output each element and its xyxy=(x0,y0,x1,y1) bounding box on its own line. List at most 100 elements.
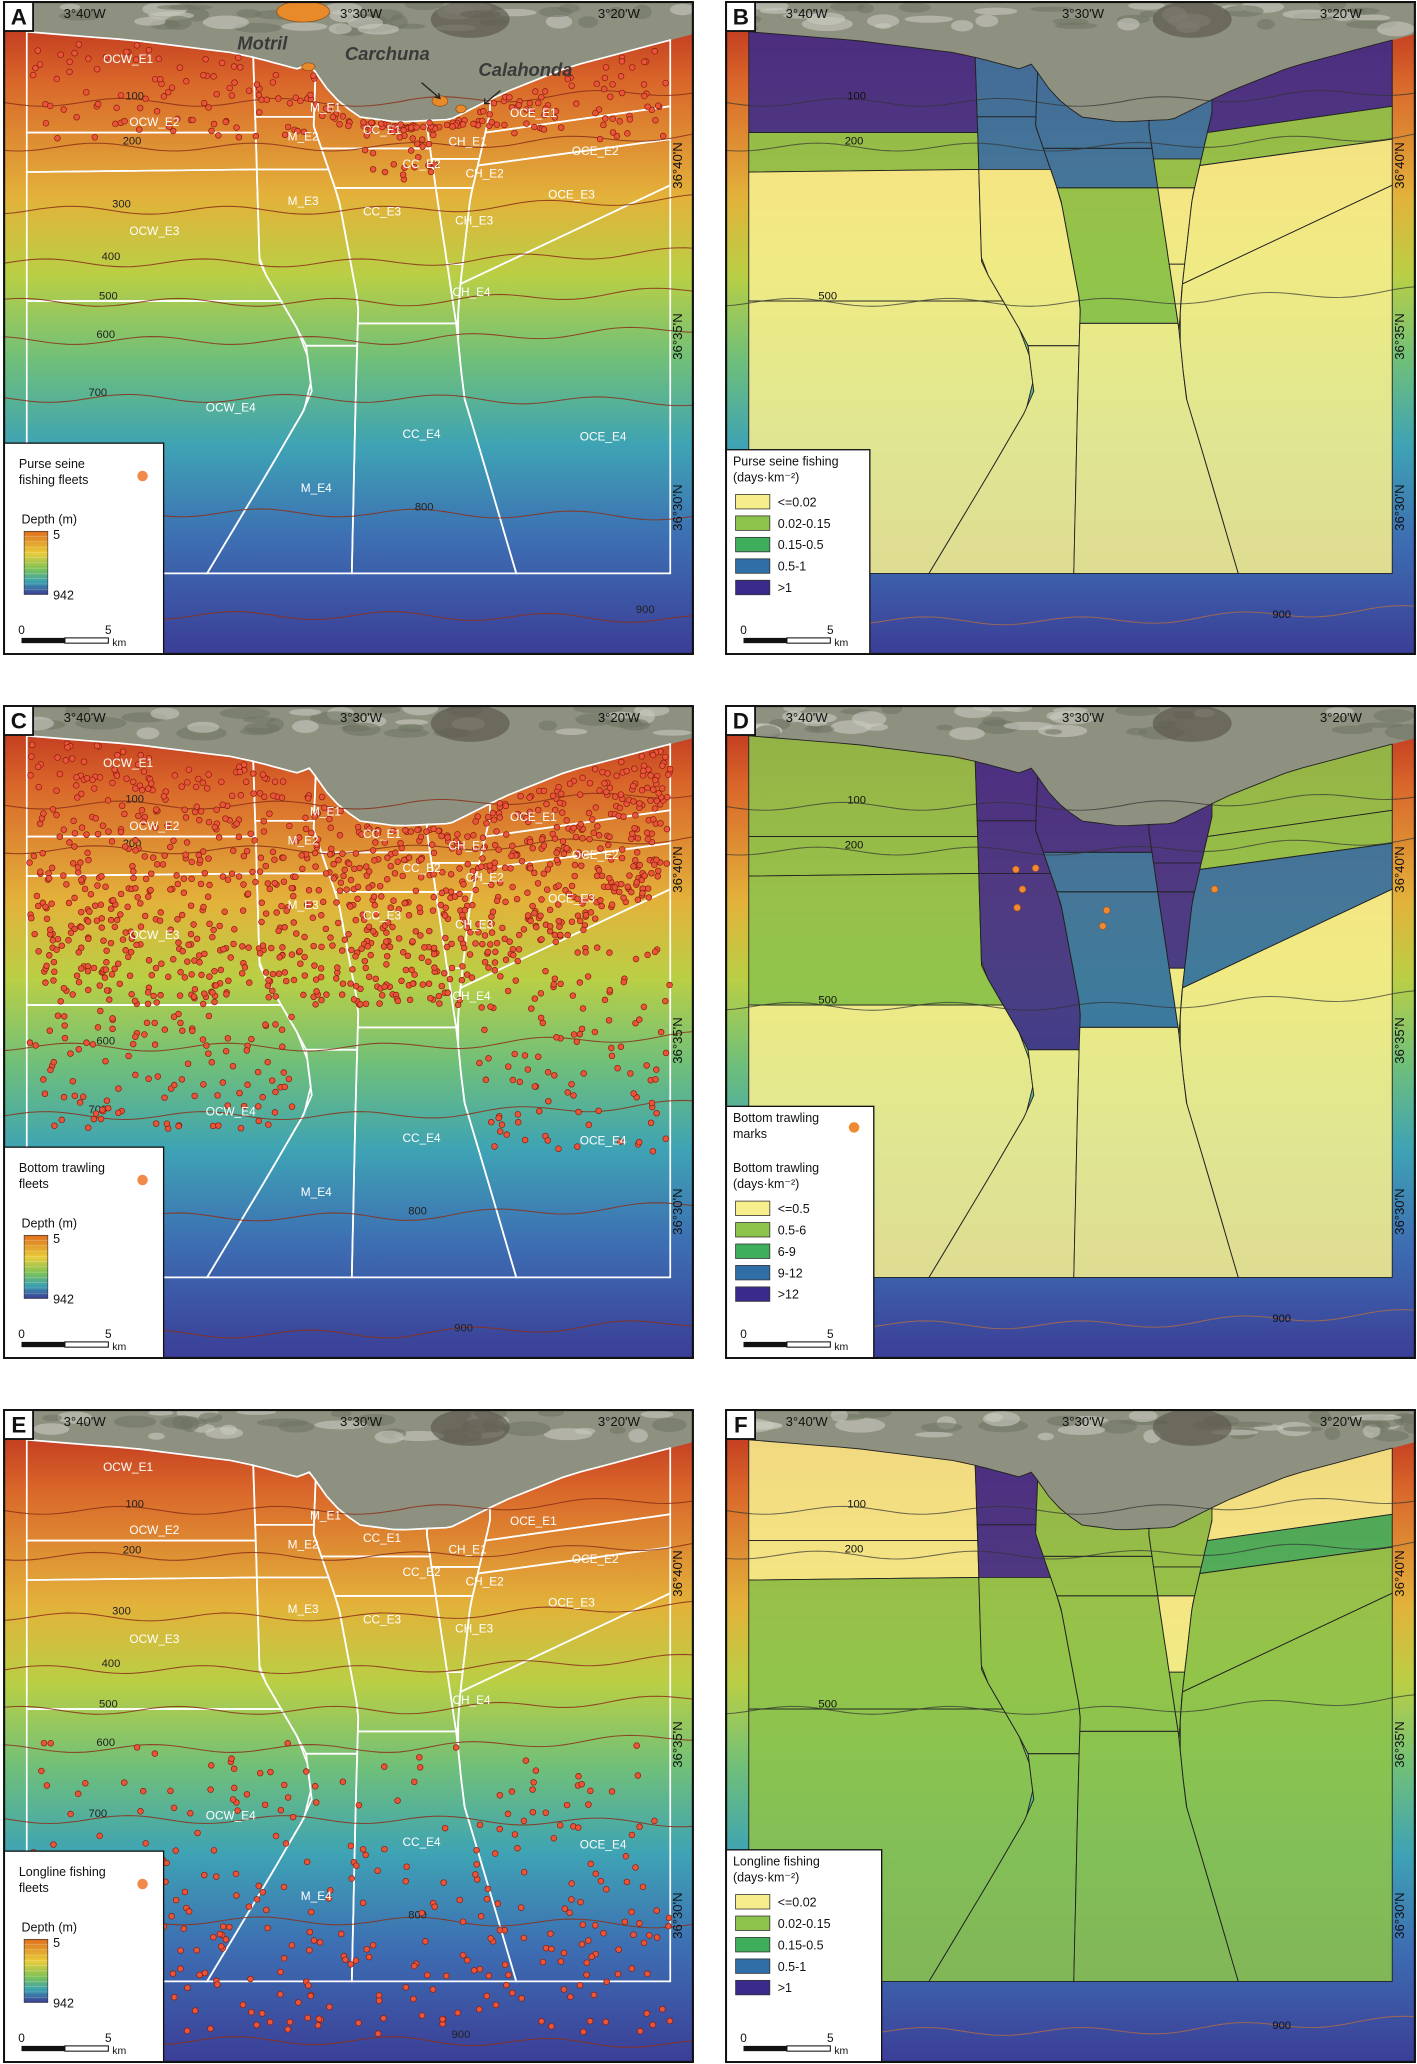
fleet-position xyxy=(409,135,416,142)
fleet-position xyxy=(602,64,610,71)
fleet-position xyxy=(353,1862,360,1869)
fleet-position xyxy=(480,845,487,852)
contour-line xyxy=(3,1653,694,1675)
zone-fill xyxy=(1206,743,1393,838)
fleet-position xyxy=(657,820,664,827)
fleet-position xyxy=(535,99,542,107)
fleet-position xyxy=(352,1957,360,1964)
fleet-position xyxy=(577,1898,584,1906)
fleet-position xyxy=(489,809,497,817)
fleet-position xyxy=(220,946,227,953)
fleet-position xyxy=(515,931,523,939)
fleet-position xyxy=(437,901,445,909)
fleet-position xyxy=(75,978,83,986)
fleet-position xyxy=(129,862,136,870)
scale-bar-black xyxy=(743,2045,787,2052)
fleet-position xyxy=(288,884,296,892)
fleet-position xyxy=(636,800,643,807)
contour-line xyxy=(725,1497,1416,1515)
fleet-position xyxy=(229,1062,237,1070)
fleet-position xyxy=(588,1953,595,1960)
fleet-position xyxy=(347,980,354,987)
fleet-position xyxy=(239,2001,247,2009)
fleet-position xyxy=(591,1028,599,1036)
fleet-position xyxy=(563,1801,571,1809)
scale-bar-white xyxy=(64,637,109,644)
fleet-position xyxy=(205,771,212,778)
fleet-position xyxy=(242,778,250,786)
fleet-position xyxy=(444,989,451,997)
fleet-position xyxy=(666,2017,674,2025)
fleet-position xyxy=(459,963,466,970)
fleet-position xyxy=(220,1923,227,1930)
legend-title: Longline fishing xyxy=(733,1855,820,1869)
land-texture xyxy=(866,14,900,28)
fleet-position xyxy=(430,849,438,857)
fleet-position xyxy=(526,100,534,107)
fleet-position xyxy=(479,940,486,948)
fleet-position xyxy=(638,753,646,760)
fleet-position xyxy=(583,1959,591,1966)
zone-label: CC_E3 xyxy=(363,1612,402,1626)
contour-label: 200 xyxy=(123,1545,142,1557)
fleet-position xyxy=(378,893,385,900)
fleet-position xyxy=(280,1955,288,1962)
fleet-position xyxy=(283,907,290,914)
legend-title: fishing fleets xyxy=(19,473,88,487)
fleet-position xyxy=(503,831,510,838)
fleet-position xyxy=(177,1947,184,1954)
fleet-position xyxy=(483,820,490,827)
fleet-position xyxy=(390,827,397,835)
latitude-label: 36°30'N xyxy=(670,484,685,530)
land-texture xyxy=(148,1432,165,1440)
fleet-position xyxy=(145,957,153,964)
fleet-position xyxy=(533,923,540,931)
fleet-position xyxy=(90,964,98,972)
fleet-position xyxy=(269,79,277,86)
fleet-position xyxy=(607,93,614,100)
fleet-position xyxy=(215,1122,222,1129)
fleet-position xyxy=(439,2015,446,2023)
fleet-position xyxy=(326,815,333,823)
contour-line xyxy=(725,837,1416,856)
fleet-position xyxy=(262,862,269,870)
fleet-position xyxy=(255,1103,262,1110)
fleet-position xyxy=(307,91,314,99)
fleet-position xyxy=(143,1019,151,1027)
fleet-position xyxy=(318,943,325,951)
fleet-position xyxy=(372,839,379,846)
fleet-position xyxy=(230,1765,238,1772)
fleet-position xyxy=(488,118,495,126)
land-texture xyxy=(58,11,102,21)
fleet-position xyxy=(49,806,57,813)
fleet-position xyxy=(50,958,58,966)
fleet-position xyxy=(371,902,379,909)
fleet-position xyxy=(402,1984,410,1991)
scale-label: 0 xyxy=(18,1327,25,1341)
contour-line xyxy=(3,133,694,152)
fleet-position xyxy=(117,92,125,99)
fleet-position xyxy=(296,947,303,955)
fleet-position xyxy=(117,890,125,898)
fleet-position xyxy=(239,943,246,950)
fleet-position xyxy=(435,827,442,835)
fleet-position xyxy=(569,992,577,999)
land-texture xyxy=(1030,6,1073,12)
fleet-position xyxy=(177,968,184,976)
fleet-position xyxy=(180,889,188,897)
fleet-position xyxy=(107,905,115,912)
fleet-position xyxy=(53,787,60,794)
fleet-position xyxy=(486,111,493,118)
fleet-position xyxy=(74,794,81,801)
fleet-position xyxy=(222,118,229,126)
fleet-position xyxy=(395,906,402,913)
fleet-position xyxy=(541,88,549,95)
fleet-position xyxy=(228,92,236,99)
fleet-position xyxy=(348,946,355,954)
fleet-position xyxy=(515,946,523,953)
fleet-position xyxy=(218,59,226,67)
fleet-position xyxy=(277,1806,285,1814)
fleet-position xyxy=(523,106,530,113)
land-texture xyxy=(936,724,954,731)
fleet-position xyxy=(383,876,391,883)
